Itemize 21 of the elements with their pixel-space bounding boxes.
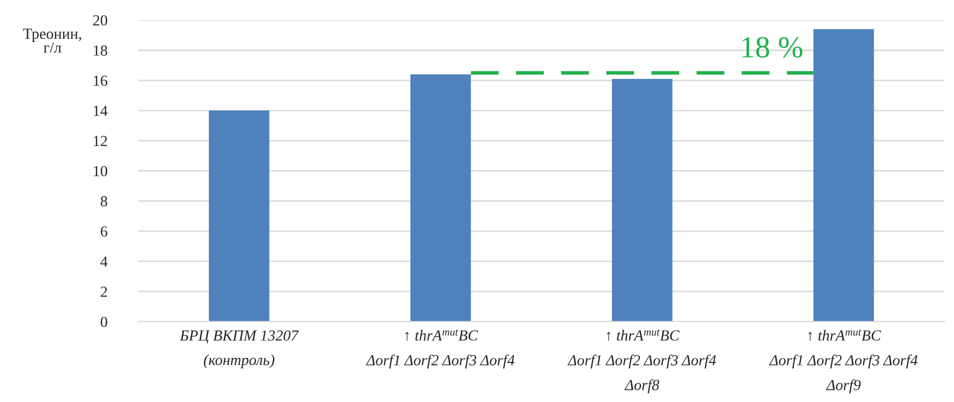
- y-tick-label: 18: [94, 45, 108, 56]
- bar: [208, 110, 270, 322]
- annotation: 18 %: [742, 36, 802, 58]
- x-tick-label: ↑ thrA$^{mut}$BC Δorf1 Δorf2 Δorf3 Δorf4: [366, 330, 514, 369]
- y-tick-label: 12: [94, 136, 107, 146]
- y-tick-label: 16: [94, 76, 108, 86]
- y-tick-label: 4: [100, 256, 108, 267]
- y-tick-label: 20: [93, 15, 108, 26]
- x-tick-label: БРЦ ВКПМ 13207 (контроль): [180, 330, 299, 368]
- y-tick-label: 0: [100, 316, 108, 328]
- bar: [612, 78, 672, 322]
- bar: [410, 74, 471, 322]
- y-tick-label: 8: [100, 196, 108, 206]
- y-axis-title: Треонин, г/л: [23, 28, 82, 53]
- y-tick-label: 6: [100, 226, 108, 237]
- x-tick-label: ↑ thrA$^{mut}$BC Δorf1 Δorf2 Δorf3 Δorf4 Δorf9: [768, 330, 918, 394]
- x-tick-label: ↑ thrA$^{mut}$BC Δorf1 Δorf2 Δorf3 Δorf4 Δorf8: [567, 330, 716, 394]
- y-tick-label: 14: [94, 106, 108, 116]
- y-tick-label: 10: [94, 166, 108, 176]
- y-tick-label: 2: [100, 286, 107, 297]
- bar: [813, 29, 874, 322]
